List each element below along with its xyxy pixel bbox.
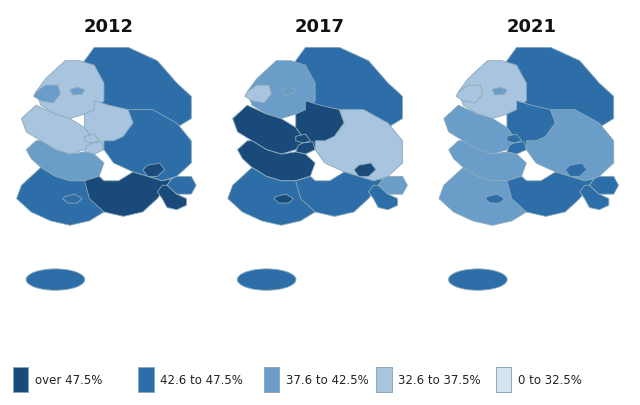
Polygon shape <box>369 186 397 210</box>
Polygon shape <box>167 177 196 195</box>
Polygon shape <box>36 62 104 119</box>
Polygon shape <box>63 195 82 204</box>
Text: 37.6 to 42.5%: 37.6 to 42.5% <box>285 373 368 386</box>
Ellipse shape <box>237 269 296 290</box>
Polygon shape <box>22 106 94 155</box>
Polygon shape <box>354 164 376 177</box>
Polygon shape <box>492 88 507 96</box>
Polygon shape <box>228 168 325 226</box>
Title: 2012: 2012 <box>84 18 134 36</box>
Polygon shape <box>507 142 526 155</box>
Bar <box>138 368 154 392</box>
Polygon shape <box>244 86 271 104</box>
Polygon shape <box>281 88 296 96</box>
Bar <box>264 368 279 392</box>
Polygon shape <box>70 88 84 96</box>
Polygon shape <box>84 173 172 217</box>
Polygon shape <box>247 62 315 119</box>
Polygon shape <box>497 48 614 128</box>
Polygon shape <box>237 141 315 181</box>
Bar <box>13 368 28 392</box>
Ellipse shape <box>26 269 84 290</box>
Polygon shape <box>580 186 609 210</box>
Polygon shape <box>507 102 556 150</box>
Polygon shape <box>439 168 536 226</box>
Polygon shape <box>143 164 164 177</box>
Polygon shape <box>84 135 99 144</box>
Polygon shape <box>296 142 315 155</box>
Polygon shape <box>274 195 293 204</box>
Polygon shape <box>456 86 483 104</box>
Polygon shape <box>526 110 614 181</box>
Polygon shape <box>157 186 186 210</box>
Polygon shape <box>33 86 60 104</box>
Polygon shape <box>84 142 104 155</box>
Polygon shape <box>378 177 407 195</box>
Bar <box>376 368 392 392</box>
Title: 2017: 2017 <box>295 18 345 36</box>
Polygon shape <box>296 135 310 144</box>
Polygon shape <box>296 102 344 150</box>
Polygon shape <box>84 102 133 150</box>
Text: over 47.5%: over 47.5% <box>35 373 102 386</box>
Polygon shape <box>449 141 526 181</box>
Polygon shape <box>75 48 191 128</box>
Polygon shape <box>485 195 504 204</box>
Text: 32.6 to 37.5%: 32.6 to 37.5% <box>398 373 481 386</box>
Polygon shape <box>296 173 383 217</box>
Polygon shape <box>458 62 526 119</box>
Text: 42.6 to 47.5%: 42.6 to 47.5% <box>160 373 243 386</box>
Polygon shape <box>17 168 114 226</box>
Title: 2021: 2021 <box>506 18 556 36</box>
Polygon shape <box>507 173 595 217</box>
Ellipse shape <box>449 269 507 290</box>
Polygon shape <box>26 141 104 181</box>
Polygon shape <box>286 48 403 128</box>
Polygon shape <box>104 110 191 181</box>
Polygon shape <box>315 110 403 181</box>
Polygon shape <box>565 164 587 177</box>
Polygon shape <box>589 177 618 195</box>
Bar <box>495 368 511 392</box>
Polygon shape <box>233 106 305 155</box>
Text: 0 to 32.5%: 0 to 32.5% <box>518 373 582 386</box>
Polygon shape <box>444 106 516 155</box>
Polygon shape <box>507 135 522 144</box>
